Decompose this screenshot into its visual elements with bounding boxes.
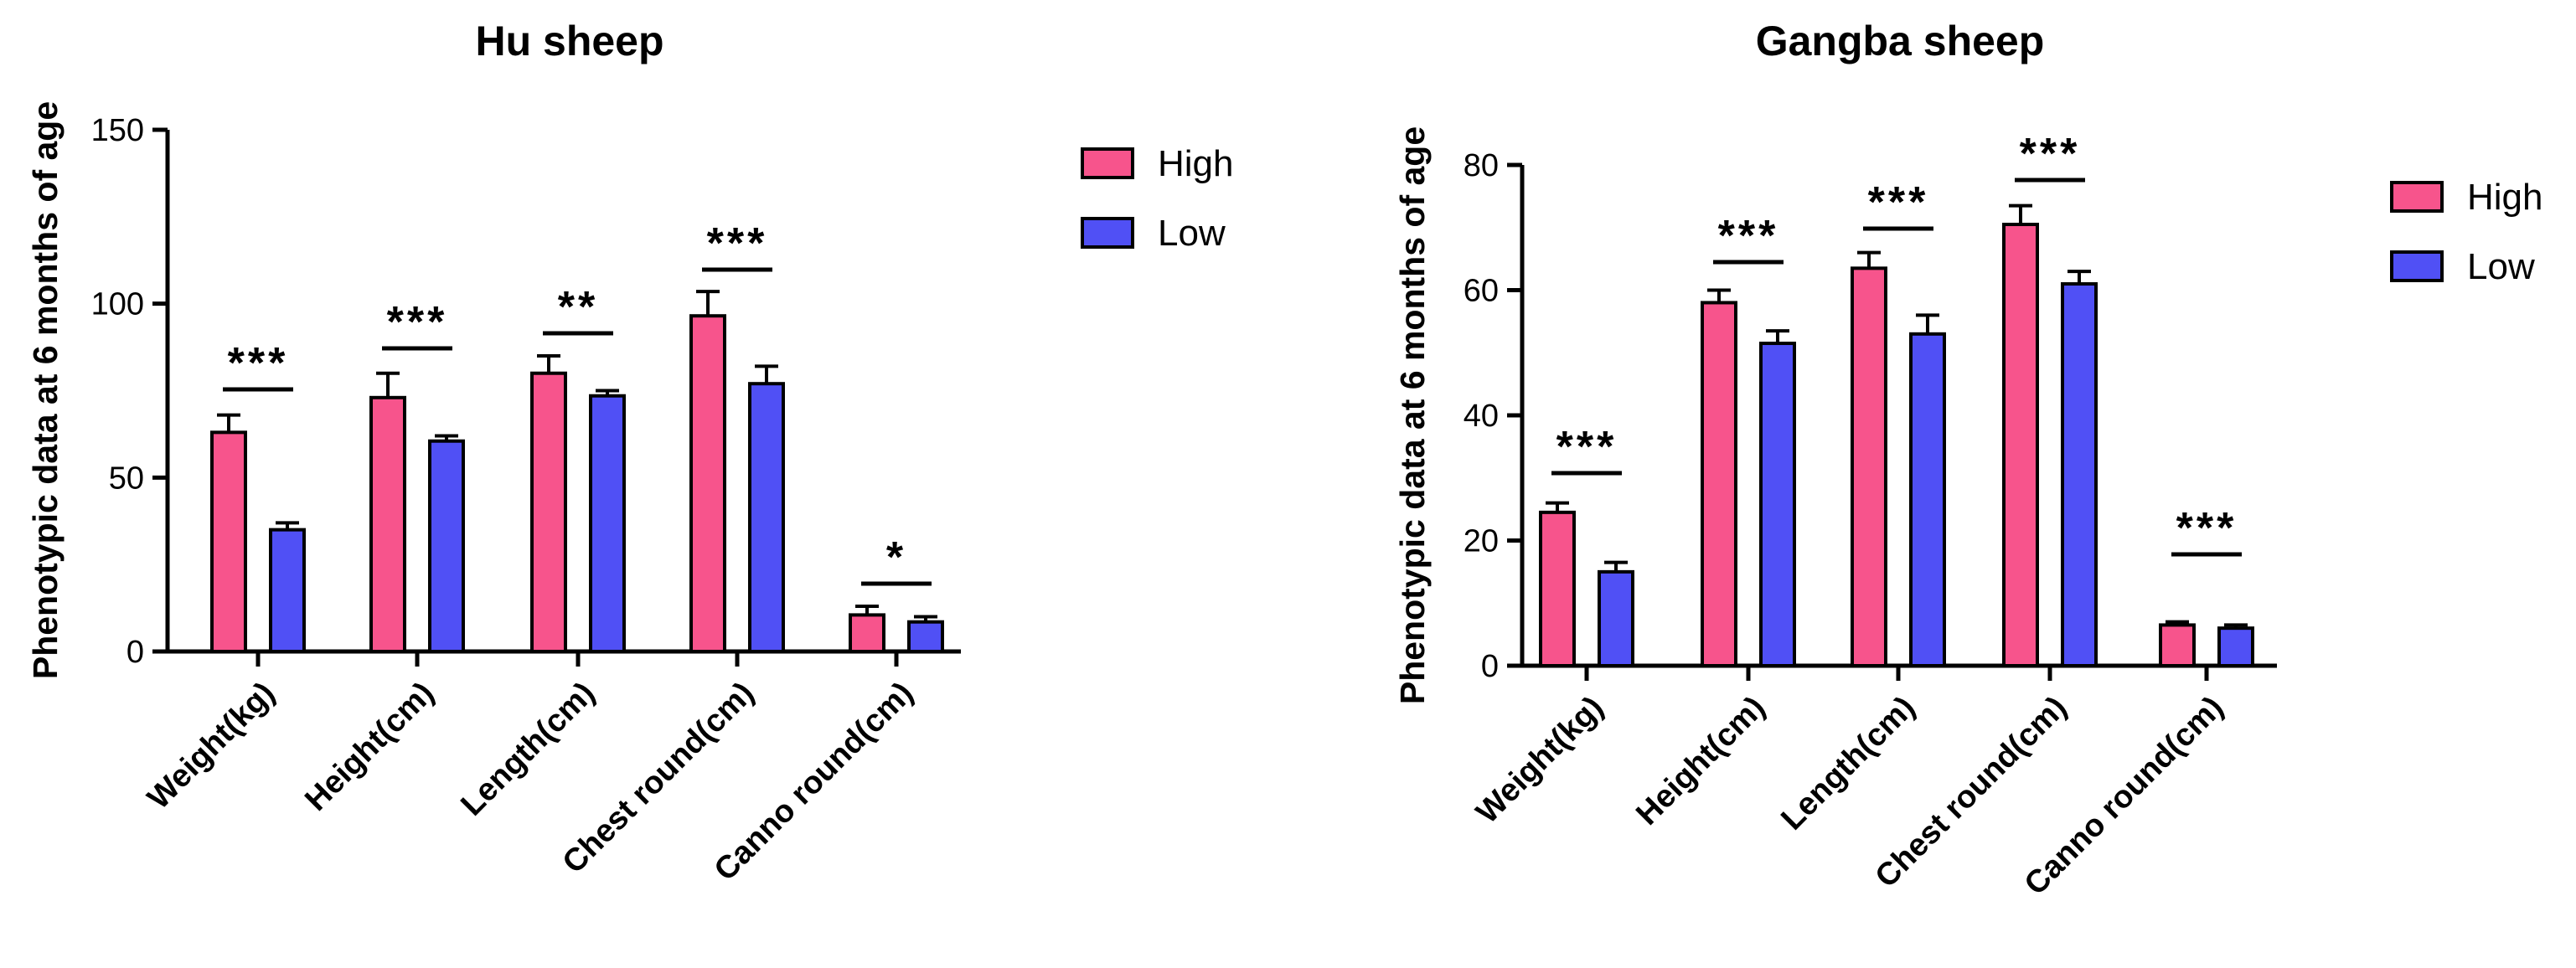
y-axis-label: Phenotypic data at 6 months of age	[26, 101, 65, 679]
y-tick-label: 0	[1481, 649, 1499, 684]
chart-title: Gangba sheep	[1756, 18, 2045, 64]
bar-high-5	[2159, 623, 2196, 667]
x-tick-label: Height(cm)	[298, 676, 441, 818]
bar-high-4	[689, 314, 726, 653]
bar-low-1	[269, 528, 306, 654]
significance-stars: ***	[1868, 178, 1929, 227]
y-tick-label: 40	[1464, 399, 1499, 434]
significance-stars: *	[886, 533, 906, 582]
bar-low-4	[2061, 282, 2098, 667]
legend-swatch-low	[1081, 217, 1134, 249]
bar-high-2	[1701, 301, 1737, 667]
bar-low-4	[748, 382, 785, 653]
bar-high-1	[1539, 510, 1576, 667]
bar-low-3	[589, 394, 626, 653]
x-tick-label: Height(cm)	[1629, 690, 1772, 832]
significance-stars: ***	[1718, 212, 1779, 260]
bar-high-4	[2002, 223, 2039, 667]
bar-low-1	[1598, 569, 1634, 667]
y-tick-label: 0	[126, 635, 144, 670]
bar-low-5	[2217, 626, 2254, 668]
y-tick-label: 100	[91, 287, 144, 322]
significance-stars: ***	[2020, 130, 2081, 178]
significance-stars: ***	[228, 339, 289, 388]
significance-stars: ***	[1556, 423, 1618, 471]
bar-high-3	[530, 371, 567, 653]
y-tick-label: 150	[91, 113, 144, 148]
significance-stars: ***	[707, 219, 768, 268]
bar-low-2	[428, 439, 465, 653]
bar-high-2	[369, 395, 406, 653]
y-axis-label: Phenotypic data at 6 months of age	[1393, 126, 1432, 704]
bar-high-3	[1851, 266, 1887, 667]
bar-low-5	[907, 620, 944, 653]
x-tick-label: Length(cm)	[454, 676, 601, 823]
bar-low-3	[1909, 332, 1946, 667]
y-tick-label: 80	[1464, 148, 1499, 183]
significance-stars: ***	[387, 298, 448, 347]
significance-stars: **	[558, 283, 598, 332]
chart-title: Hu sheep	[475, 18, 663, 64]
legend-label-high: High	[2467, 177, 2543, 218]
legend-swatch-high	[2390, 181, 2444, 213]
y-tick-label: 20	[1464, 524, 1499, 559]
bar-high-1	[210, 430, 247, 654]
bar-low-2	[1759, 342, 1796, 667]
y-tick-label: 50	[109, 461, 144, 496]
x-tick-label: Weight(kg)	[141, 676, 281, 816]
chart-panel-1: Hu sheep 0 50 100 150 Phenotypic data at 6 mo…	[26, 18, 1234, 888]
legend-label-high: High	[1158, 143, 1234, 184]
x-tick-label: Length(cm)	[1774, 690, 1922, 837]
legend-label-low: Low	[2467, 246, 2535, 287]
x-tick-label: Weight(kg)	[1469, 690, 1610, 831]
legend-swatch-high	[1081, 147, 1134, 179]
legend-swatch-low	[2390, 250, 2444, 282]
significance-stars: ***	[2176, 504, 2238, 553]
y-tick-label: 60	[1464, 274, 1499, 309]
legend-label-low: Low	[1158, 213, 1226, 254]
chart-panel-2: Gangba sheep 0 20 40 60 80 Phenotypic data at …	[1393, 18, 2543, 902]
bar-high-5	[849, 613, 885, 654]
